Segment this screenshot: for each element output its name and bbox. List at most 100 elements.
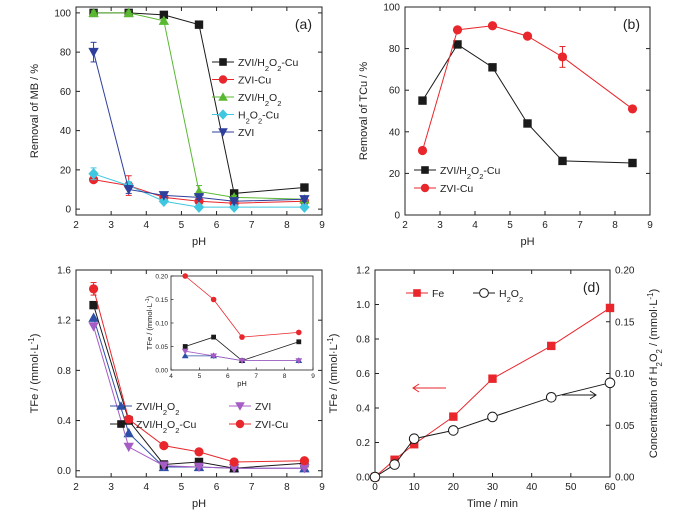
x-tick-label-b: 4 [472, 220, 478, 231]
x-tick-label-c: 9 [319, 482, 325, 493]
inset-y-label: TFe / (mmol·L-1) [145, 295, 154, 350]
legend-marker [116, 401, 126, 410]
data-point-c-3 [159, 441, 169, 451]
y-tick-label-a: 0 [65, 205, 71, 216]
legend-marker [218, 75, 228, 84]
panel-b: 2 3 4 5 6 7 8 9 0 20 40 60 80 100 pH Removal of TCu / %… [358, 3, 653, 249]
inset-x-tick-label: 8 [283, 373, 287, 380]
x-tick-label-d: 30 [487, 482, 499, 493]
series-line-c-1 [93, 304, 305, 469]
data-point-b-1 [417, 145, 428, 156]
x-tick-label-c: 5 [179, 482, 185, 493]
inset-data-point-3 [210, 296, 217, 303]
inset-x-tick-label: 4 [169, 373, 173, 380]
legend-marker [218, 109, 228, 120]
series-line-c-3 [93, 288, 305, 463]
legend-label: ZVI-Cu [255, 419, 288, 431]
legend-marker [218, 92, 228, 101]
x-axis-label-a: pH [192, 236, 206, 248]
legend-entry-a-0: ZVI/H2O2-Cu [212, 57, 299, 73]
data-point-b-0 [628, 158, 637, 168]
y-axis-label-a: Removal of MB / % [29, 64, 41, 158]
inset-data-point-3 [182, 273, 188, 279]
data-point-b-0 [523, 119, 532, 128]
data-point-d-0 [409, 440, 419, 449]
series-line-a-4 [93, 52, 305, 202]
legend-label: ZVI/H2O2 [136, 401, 179, 417]
series-line-a-1 [93, 179, 305, 204]
legend-label: ZVI/H2O2 [238, 92, 281, 108]
inset-x-tick-label: 5 [198, 373, 202, 380]
inset-y-tick-label: 0.20 [155, 273, 168, 280]
plot-frame-b [404, 6, 651, 216]
x-tick-label-b: 6 [542, 220, 548, 231]
x-tick-label-a: 5 [179, 220, 185, 231]
data-point-a-2 [123, 7, 134, 18]
inset-frame [170, 275, 314, 371]
y-tick-label-d: 0.2 [356, 438, 370, 449]
series-b-1 [417, 21, 638, 156]
series-b-0 [418, 40, 637, 168]
inset-x-label: pH [237, 379, 247, 388]
y-tick-label-c: 1.2 [57, 316, 71, 327]
legend-marker [219, 58, 227, 66]
y-tick-label-d: 1.2 [356, 266, 370, 277]
legend-entry-c-0: ZVI/H2O2 [110, 401, 179, 417]
y-tick-label-d: 1.0 [356, 300, 370, 311]
data-point-a-0 [159, 10, 169, 20]
inset-x-tick-label: 7 [254, 373, 258, 380]
x-tick-label-d: 20 [448, 482, 460, 493]
y-axis-label-b: Removal of TCu / % [358, 62, 370, 160]
left-axis-arrow-head [412, 383, 420, 393]
data-point-b-0 [558, 156, 567, 166]
series-line-a-3 [93, 173, 305, 208]
x-tick-label-a: 9 [319, 220, 325, 231]
series-c-3 [88, 282, 310, 467]
y2-tick-label-d: 0.10 [615, 369, 635, 380]
legend-label: ZVI-Cu [238, 75, 271, 87]
data-point-a-4 [88, 47, 99, 58]
series-line-a-2 [93, 12, 305, 200]
y-tick-label-c: 0.8 [57, 366, 71, 377]
data-point-c-3 [124, 414, 134, 424]
legend-marker [413, 289, 421, 297]
inset-x-tick-label: 9 [311, 373, 315, 380]
x-tick-label-d: 40 [526, 482, 538, 493]
data-point-d-1 [408, 433, 420, 445]
inset-data-point-2 [210, 353, 217, 360]
data-point-c-3 [299, 456, 310, 466]
x-tick-label-b: 8 [612, 220, 618, 231]
panel-c: 2 3 4 5 6 7 8 9 0.0 0.4 0.8 1.2 1.6 pH TFe / (mmol·L-1… [27, 266, 326, 511]
legend-entry-b-0: ZVI/H2O2-Cu [414, 165, 501, 181]
x-tick-label-c: 6 [214, 482, 220, 493]
y-tick-label-c: 0.0 [57, 466, 71, 477]
panel-d: 0 10 20 30 40 50 60 0.0 0.2 0.4 0.6 0.8 1.0 1.2 0.00 0.… [326, 266, 664, 511]
x-tick-label-c: 4 [144, 482, 150, 493]
inset-data-point-2 [238, 358, 246, 364]
y-tick-label-b: 100 [383, 3, 400, 14]
data-point-d-0 [488, 374, 497, 383]
x-axis-label-c: pH [192, 498, 206, 510]
series-line-d-1 [374, 382, 611, 478]
data-point-c-0 [88, 312, 99, 322]
panel-label-a: (a) [295, 16, 312, 32]
y-tick-label-a: 40 [60, 126, 72, 137]
plot-frame-a [75, 6, 323, 216]
x-axis-label-b: pH [520, 236, 534, 248]
series-line-d-0 [374, 307, 611, 478]
legend-marker [420, 183, 430, 193]
data-point-c-3 [194, 447, 204, 457]
legend-entry-a-3: H2O2-Cu [212, 109, 279, 125]
x-tick-label-b: 2 [402, 220, 408, 231]
inset-x-tick-label: 6 [226, 373, 230, 380]
legend-entry-d-1: H2O2 [473, 288, 523, 304]
data-point-c-1 [194, 457, 204, 467]
data-point-b-1 [627, 104, 638, 114]
x-axis-label-d: Time / min [467, 498, 518, 510]
data-point-d-1 [604, 377, 616, 389]
y2-tick-label-d: 0.15 [615, 317, 635, 328]
data-point-d-1 [389, 459, 400, 470]
legend-entry-a-1: ZVI-Cu [212, 75, 271, 87]
data-point-c-2 [228, 464, 240, 474]
x-tick-label-a: 2 [73, 220, 79, 231]
